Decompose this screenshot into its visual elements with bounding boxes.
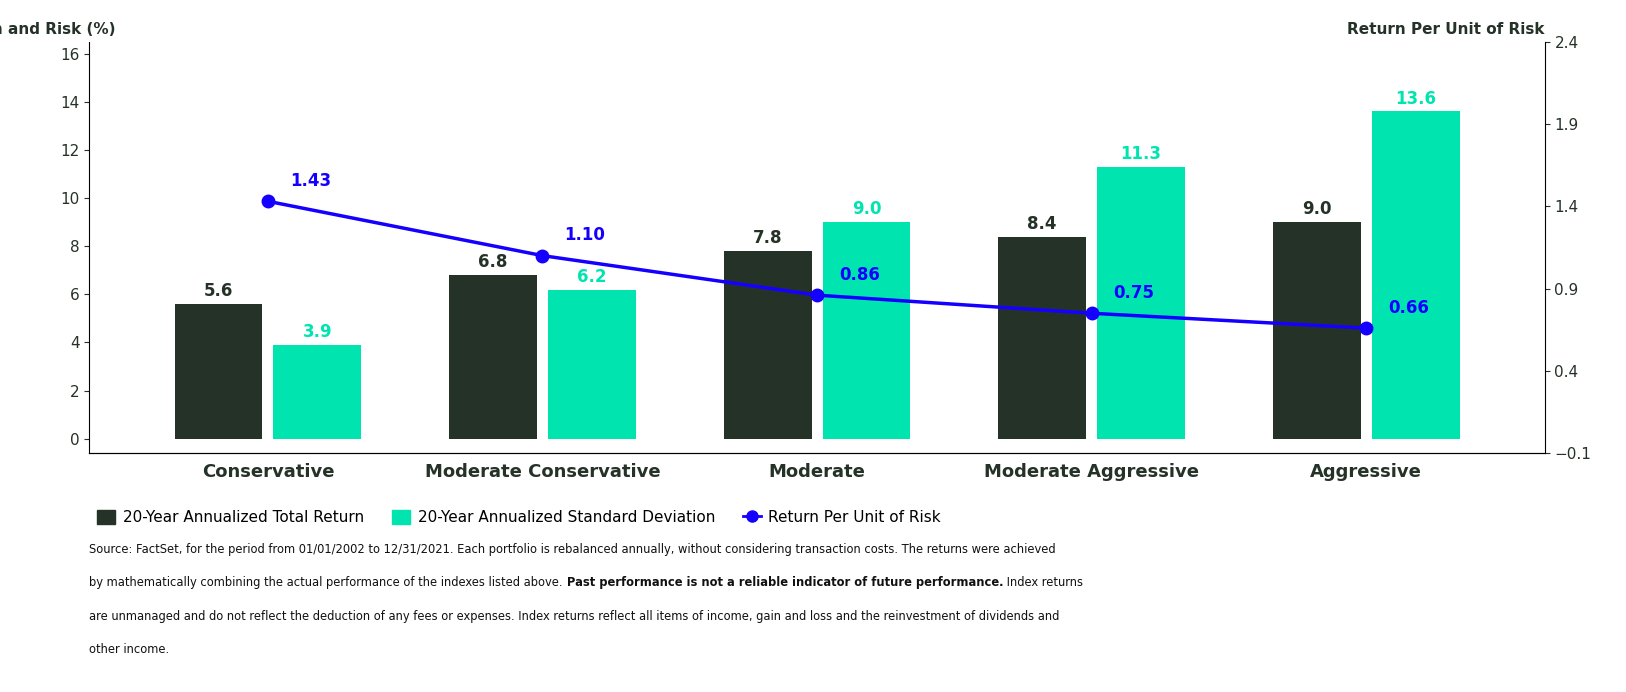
Text: 5.6: 5.6 (203, 282, 233, 300)
Text: 3.9: 3.9 (302, 323, 332, 341)
Text: 0.86: 0.86 (839, 266, 880, 284)
Text: 11.3: 11.3 (1120, 145, 1161, 163)
Text: Index returns: Index returns (1003, 576, 1083, 590)
Text: 1.10: 1.10 (564, 226, 605, 244)
Bar (174, 304, 262, 439)
Text: 6.2: 6.2 (577, 268, 606, 286)
Text: Return Per Unit of Risk: Return Per Unit of Risk (1348, 22, 1545, 37)
Bar (1098, 167, 1185, 439)
Text: are unmanaged and do not reflect the deduction of any fees or expenses. Index re: are unmanaged and do not reflect the ded… (89, 610, 1060, 623)
Legend: 20-Year Annualized Total Return, 20-Year Annualized Standard Deviation, Return P: 20-Year Annualized Total Return, 20-Year… (98, 510, 941, 525)
Text: Source: FactSet, for the period from 01/01/2002 to 12/31/2021. Each portfolio is: Source: FactSet, for the period from 01/… (89, 543, 1055, 556)
Bar (1273, 222, 1361, 439)
Text: 1.43: 1.43 (289, 172, 332, 190)
Text: 13.6: 13.6 (1395, 90, 1436, 108)
Text: 9.0: 9.0 (852, 201, 881, 219)
Bar (273, 345, 361, 439)
Bar (724, 251, 811, 439)
Text: Past performance is not a reliable indicator of future performance.: Past performance is not a reliable indic… (566, 576, 1003, 590)
Text: Return and Risk (%): Return and Risk (%) (0, 22, 115, 37)
Bar (1372, 111, 1460, 439)
Text: 7.8: 7.8 (753, 229, 782, 248)
Text: 9.0: 9.0 (1302, 201, 1332, 219)
Text: 0.66: 0.66 (1389, 298, 1429, 316)
Bar (998, 237, 1086, 439)
Text: 6.8: 6.8 (478, 253, 507, 271)
Bar (449, 275, 537, 439)
Bar (823, 222, 911, 439)
Text: by mathematically combining the actual performance of the indexes listed above.: by mathematically combining the actual p… (89, 576, 566, 590)
Text: 0.75: 0.75 (1114, 284, 1154, 302)
Bar (548, 289, 636, 439)
Text: 8.4: 8.4 (1028, 215, 1057, 233)
Text: other income.: other income. (89, 643, 169, 656)
